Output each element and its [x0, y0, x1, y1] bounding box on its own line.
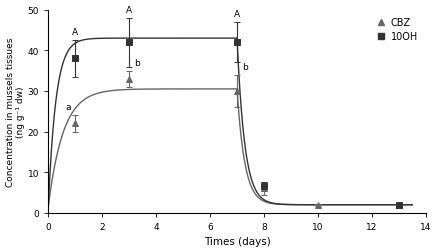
Text: a: a — [66, 103, 71, 112]
Y-axis label: Concentration in mussels tissues
(ng g⁻¹ dw): Concentration in mussels tissues (ng g⁻¹… — [6, 38, 25, 186]
Text: b: b — [134, 59, 140, 68]
Text: A: A — [126, 6, 132, 15]
Text: A: A — [72, 28, 78, 37]
Text: A: A — [234, 10, 240, 19]
Text: b: b — [242, 63, 248, 72]
X-axis label: Times (days): Times (days) — [204, 237, 271, 246]
Legend: CBZ, 10OH: CBZ, 10OH — [373, 15, 421, 45]
